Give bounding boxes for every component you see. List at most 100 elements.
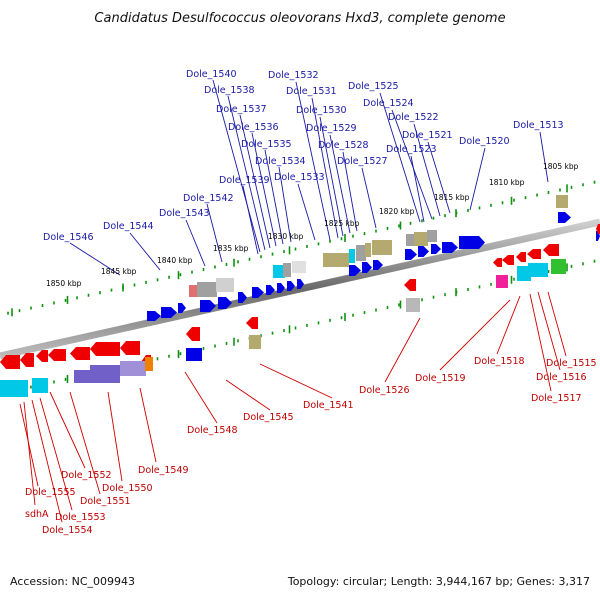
leader-line: [384, 317, 421, 383]
page-title: Candidatus Desulfococcus oleovorans Hxd3…: [94, 11, 505, 26]
gene-box: [349, 249, 355, 263]
gene-label: sdhA: [25, 509, 49, 520]
forward-gene: [161, 307, 177, 318]
leader-line: [49, 391, 86, 469]
reverse-gene: [543, 244, 559, 256]
gene-label: Dole_1516: [536, 372, 587, 383]
gene-box: [356, 245, 366, 261]
gene-label: Dole_1513: [513, 120, 564, 131]
gene-label: Dole_1521: [402, 130, 453, 141]
gene-label: Dole_1554: [42, 525, 93, 536]
gene-label: Dole_1537: [216, 104, 267, 115]
scale-label: 1840 kbp: [157, 256, 193, 265]
scale-labels: 1850 kbp 1845 kbp 1840 kbp 1835 kbp 1830…: [46, 162, 579, 288]
forward-gene: [252, 287, 264, 298]
gene-label: Dole_1552: [61, 470, 112, 481]
leader-line: [251, 132, 277, 247]
gene-box: [372, 240, 392, 255]
gene-box: [556, 195, 568, 208]
leader-line: [379, 92, 421, 223]
leader-line: [227, 95, 266, 251]
forward-gene: [431, 244, 441, 254]
gene-label: Dole_1550: [102, 483, 153, 494]
gene-label: Dole_1523: [386, 144, 437, 155]
gene-box: [406, 234, 414, 246]
scale-label: 1835 kbp: [213, 244, 249, 253]
leader-line: [537, 291, 561, 371]
leader-layer: [19, 79, 567, 523]
leader-line: [391, 109, 433, 220]
forward-gene: [405, 249, 417, 260]
reverse-gene: [596, 224, 600, 234]
gene-box: [32, 378, 48, 393]
forward-gene: [459, 236, 485, 249]
reverse-gene: [20, 353, 34, 367]
leader-line: [129, 232, 161, 271]
leader-line: [259, 363, 333, 399]
gene-label: Dole_1543: [159, 208, 210, 219]
leader-line: [225, 379, 271, 411]
gene-label: Dole_1541: [303, 400, 354, 411]
leader-line: [496, 295, 521, 355]
scale-label: 1820 kbp: [379, 207, 415, 216]
leader-line: [184, 371, 218, 424]
gene-label: Dole_1533: [274, 172, 325, 183]
gene-label: Dole_1538: [204, 85, 255, 96]
gene-label: Dole_1536: [228, 122, 279, 133]
leader-line: [31, 399, 63, 523]
gene-box: [74, 370, 92, 383]
leader-line: [427, 141, 451, 214]
leader-line: [139, 387, 157, 463]
gene-box: [197, 282, 217, 297]
gene-box: [292, 261, 306, 273]
reverse-gene: [90, 342, 120, 356]
gene-label: Dole_1529: [306, 123, 357, 134]
forward-gene: [178, 303, 186, 313]
reverse-gene-labels: Dole_1552 Dole_1555 sdhA Dole_1553 Dole_…: [25, 356, 597, 536]
gene-box: [90, 365, 120, 383]
leader-line: [242, 185, 259, 255]
leader-line: [361, 167, 377, 229]
scale-label: 1810 kbp: [489, 178, 525, 187]
gene-box: [145, 357, 153, 371]
gene-label: Dole_1520: [459, 136, 510, 147]
gene-label: Dole_1548: [187, 425, 238, 436]
forward-gene: [349, 265, 361, 276]
leader-line: [410, 155, 425, 223]
reverse-gene: [70, 347, 90, 360]
forward-gene: [558, 212, 571, 223]
leader-line: [342, 151, 358, 232]
gene-box: [406, 298, 420, 312]
forward-gene: [147, 311, 161, 321]
reverse-gene: [186, 327, 200, 341]
scale-label: 1830 kbp: [268, 232, 304, 241]
gene-box: [273, 265, 285, 278]
leader-line: [529, 293, 552, 392]
gene-label: Dole_1522: [388, 112, 439, 123]
forward-gene: [266, 285, 275, 295]
leader-line: [319, 116, 344, 237]
gene-label: Dole_1551: [80, 496, 131, 507]
forward-gene: [373, 260, 383, 270]
reverse-gene: [493, 258, 502, 267]
gene-label: Dole_1542: [183, 193, 234, 204]
gene-label: Dole_1546: [43, 232, 94, 243]
leader-line: [69, 391, 101, 495]
leader-line: [439, 299, 511, 371]
forward-gene: [238, 292, 247, 303]
reverse-gene: [502, 255, 514, 265]
leader-line: [295, 81, 331, 241]
gene-label: Dole_1528: [318, 140, 369, 151]
leader-line: [69, 242, 121, 276]
forward-gene: [277, 283, 285, 293]
leader-line: [212, 79, 261, 253]
gene-label: Dole_1518: [474, 356, 525, 367]
leader-line: [297, 183, 316, 241]
gene-label: Dole_1519: [415, 373, 466, 384]
leader-line: [311, 97, 339, 239]
gene-label: Dole_1526: [359, 385, 410, 396]
scale-label: 1845 kbp: [101, 267, 137, 276]
forward-gene: [362, 262, 372, 273]
reverse-gene: [120, 341, 140, 355]
